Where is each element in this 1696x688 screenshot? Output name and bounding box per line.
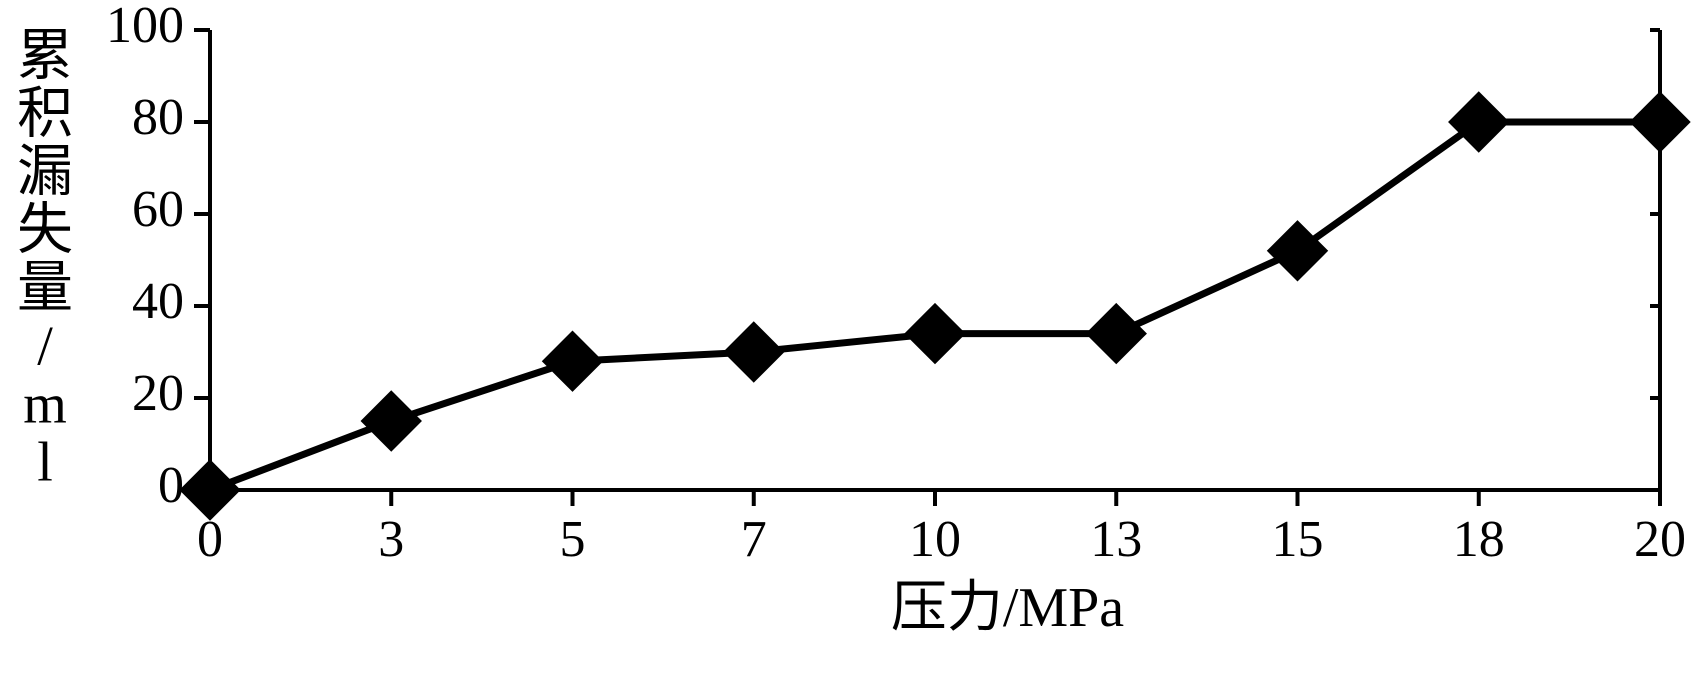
data-point-marker [1086,304,1146,364]
x-tick-label: 10 [909,511,961,568]
data-point-marker [361,391,421,451]
data-point-marker [180,460,240,520]
data-point-marker [1268,221,1328,281]
data-point-marker [724,322,784,382]
data-point-marker [1449,92,1509,152]
y-tick-label: 0 [158,457,184,514]
data-point-marker [1630,92,1690,152]
y-axis-title: 累积漏失量/ml [17,25,73,493]
chart-container: 02040608010003571013151820压力/MPa累积漏失量/ml [0,0,1696,688]
x-tick-label: 5 [560,511,586,568]
x-tick-label: 3 [378,511,404,568]
data-point-marker [905,304,965,364]
y-tick-label: 80 [132,89,184,146]
x-tick-label: 20 [1634,511,1686,568]
data-point-marker [543,331,603,391]
y-tick-label: 40 [132,273,184,330]
chart-svg: 02040608010003571013151820压力/MPa累积漏失量/ml [0,0,1696,688]
y-tick-label: 60 [132,181,184,238]
x-axis-title: 压力/MPa [891,577,1124,639]
x-tick-label: 18 [1453,511,1505,568]
x-tick-label: 7 [741,511,767,568]
x-tick-label: 13 [1090,511,1142,568]
x-tick-label: 15 [1272,511,1324,568]
y-tick-label: 20 [132,365,184,422]
y-tick-label: 100 [106,0,184,54]
